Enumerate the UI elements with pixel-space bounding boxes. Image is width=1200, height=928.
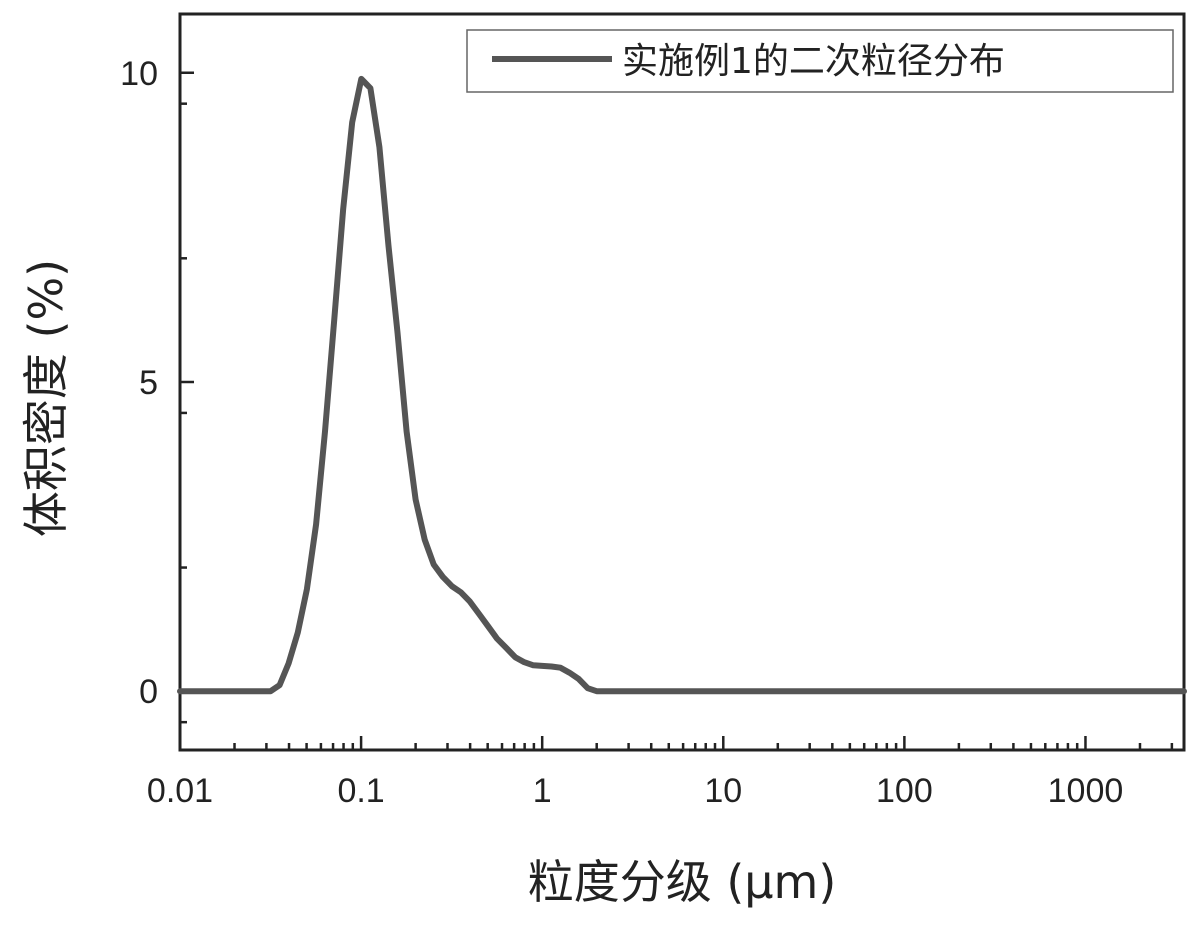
plot-area xyxy=(178,12,1186,752)
legend: 实施例1的二次粒径分布 xyxy=(466,29,1174,93)
x-tick-label: 1000 xyxy=(1048,772,1124,810)
x-tick-label: 100 xyxy=(876,772,933,810)
y-tick-label: 10 xyxy=(120,55,158,93)
axis-ticks xyxy=(178,71,1174,750)
y-axis-title: 体积密度 (%) xyxy=(19,259,73,537)
x-tick-label: 0.1 xyxy=(337,772,384,810)
tick-labels: 0.01 0.1 1 10 100 1000 0 5 10 xyxy=(120,55,1123,810)
x-tick-label: 0.01 xyxy=(147,772,213,810)
x-axis-title: 粒度分级 (μm) xyxy=(528,855,837,909)
y-tick-label: 0 xyxy=(139,673,158,711)
x-tick-label: 10 xyxy=(704,772,742,810)
legend-label: 实施例1的二次粒径分布 xyxy=(622,41,1005,82)
series-line xyxy=(177,75,1187,695)
y-tick-label: 5 xyxy=(139,364,158,402)
x-tick-label: 1 xyxy=(533,772,552,810)
